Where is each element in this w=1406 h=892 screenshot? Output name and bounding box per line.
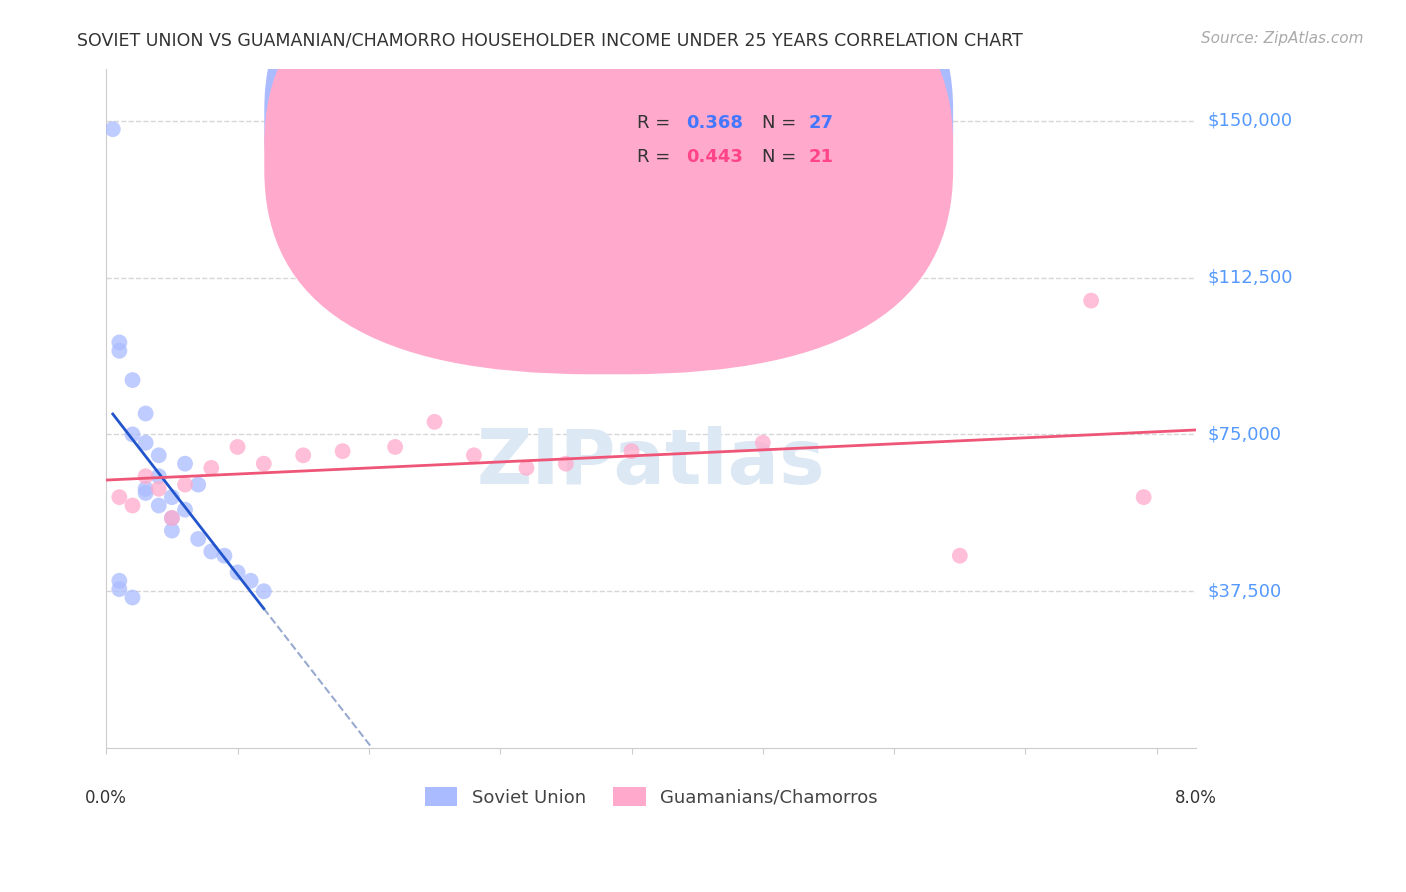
Point xyxy=(160,511,183,525)
Point xyxy=(620,444,643,458)
Point xyxy=(554,457,576,471)
Text: ZIPatlas: ZIPatlas xyxy=(477,425,825,500)
Point xyxy=(121,427,143,442)
FancyBboxPatch shape xyxy=(264,0,953,375)
FancyBboxPatch shape xyxy=(564,82,891,181)
Point xyxy=(384,440,406,454)
Point xyxy=(253,584,276,599)
Point xyxy=(135,407,157,421)
Text: 8.0%: 8.0% xyxy=(1175,789,1218,806)
Point xyxy=(226,566,249,580)
Point xyxy=(200,544,222,558)
Text: N =: N = xyxy=(762,148,803,166)
Text: R =: R = xyxy=(637,114,676,132)
Point xyxy=(148,448,170,462)
Text: Source: ZipAtlas.com: Source: ZipAtlas.com xyxy=(1201,31,1364,46)
Text: R =: R = xyxy=(637,148,676,166)
Point xyxy=(292,448,315,462)
Point xyxy=(121,499,143,513)
Point xyxy=(160,490,183,504)
Point xyxy=(949,549,972,563)
Point xyxy=(160,524,183,538)
Point xyxy=(463,448,485,462)
Point xyxy=(135,435,157,450)
Legend: Soviet Union, Guamanians/Chamorros: Soviet Union, Guamanians/Chamorros xyxy=(418,780,884,814)
Point xyxy=(239,574,262,588)
Point xyxy=(160,511,183,525)
Point xyxy=(226,440,249,454)
Point xyxy=(200,461,222,475)
Point xyxy=(108,582,131,596)
Point xyxy=(108,574,131,588)
Point xyxy=(135,482,157,496)
Point xyxy=(174,502,197,516)
Point xyxy=(752,435,775,450)
Text: 0.443: 0.443 xyxy=(686,148,742,166)
Point xyxy=(174,477,197,491)
Point xyxy=(174,457,197,471)
Point xyxy=(121,591,143,605)
Point xyxy=(108,490,131,504)
Text: $75,000: $75,000 xyxy=(1208,425,1281,443)
Point xyxy=(187,477,209,491)
Point xyxy=(253,457,276,471)
Point xyxy=(1080,293,1102,308)
Point xyxy=(515,461,537,475)
Text: N =: N = xyxy=(762,114,803,132)
Point xyxy=(135,486,157,500)
Point xyxy=(1132,490,1154,504)
Text: $150,000: $150,000 xyxy=(1208,112,1292,130)
Point xyxy=(148,499,170,513)
Text: SOVIET UNION VS GUAMANIAN/CHAMORRO HOUSEHOLDER INCOME UNDER 25 YEARS CORRELATION: SOVIET UNION VS GUAMANIAN/CHAMORRO HOUSE… xyxy=(77,31,1024,49)
Text: $112,500: $112,500 xyxy=(1208,268,1292,286)
Text: 0.368: 0.368 xyxy=(686,114,744,132)
Point xyxy=(148,482,170,496)
Point xyxy=(423,415,446,429)
Point xyxy=(148,469,170,483)
Text: 27: 27 xyxy=(808,114,834,132)
Text: 0.0%: 0.0% xyxy=(86,789,127,806)
Point xyxy=(135,469,157,483)
FancyBboxPatch shape xyxy=(264,0,953,341)
Point xyxy=(214,549,236,563)
Point xyxy=(101,122,124,136)
Point xyxy=(108,343,131,358)
Point xyxy=(121,373,143,387)
Text: 21: 21 xyxy=(808,148,834,166)
Point xyxy=(332,444,354,458)
Text: $37,500: $37,500 xyxy=(1208,582,1281,600)
Point xyxy=(187,532,209,546)
Point xyxy=(108,335,131,350)
